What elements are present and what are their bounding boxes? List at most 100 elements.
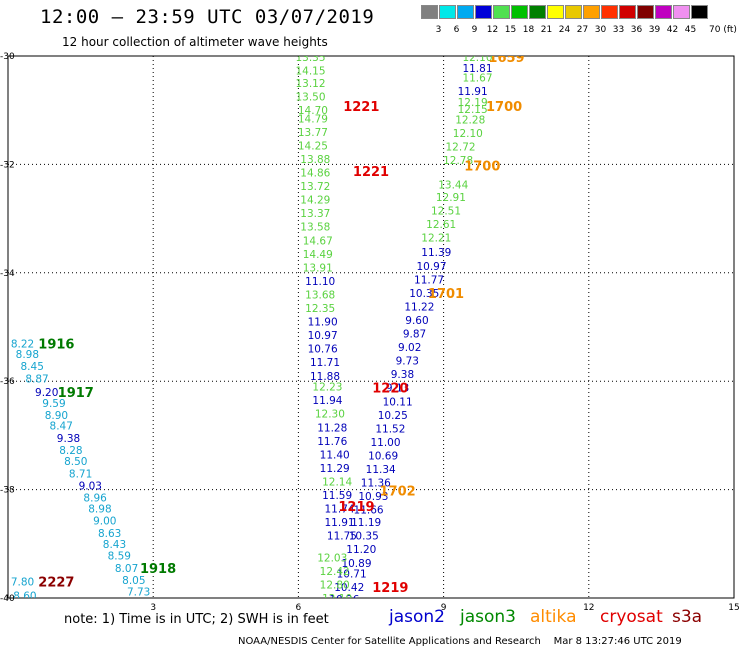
- wave-height-label: 10.71: [337, 569, 367, 581]
- pass-time-label: 1219: [372, 581, 408, 596]
- wave-height-label: 12.35: [305, 303, 335, 315]
- wave-height-label: 11.76: [317, 436, 347, 448]
- wave-height-label: 12.78: [443, 155, 473, 167]
- wave-height-label: 11.91: [458, 86, 488, 98]
- color-scale-swatch: [475, 5, 492, 19]
- color-scale-label: 45: [684, 25, 697, 35]
- wave-height-label: 8.98: [16, 349, 39, 361]
- wave-height-label: 11.00: [370, 437, 400, 449]
- wave-height-label: 14.67: [303, 235, 333, 247]
- wave-height-label: 11.36: [361, 478, 391, 490]
- wave-height-label: 10.35: [349, 531, 379, 543]
- wave-height-label: 10.97: [308, 330, 338, 342]
- pass-time-label: 2227: [38, 576, 74, 591]
- y-tick-label: -34: [0, 269, 15, 279]
- chart-title: 12:00 – 23:59 UTC 03/07/2019: [40, 6, 375, 28]
- data-labels: 12.1011.8111.6711.9112.1912.1512.2812.10…: [11, 52, 525, 650]
- wave-height-label: 12.19: [458, 97, 488, 109]
- wave-height-label: 8.60: [13, 590, 36, 602]
- wave-height-label: 10.26: [329, 594, 359, 606]
- wave-height-label: 13.12: [295, 78, 325, 90]
- wave-height-label: 8.07: [115, 563, 138, 575]
- color-scale-label: 6: [453, 25, 460, 35]
- color-scale-swatch: [511, 5, 528, 19]
- color-scale-label: 27: [576, 25, 589, 35]
- wave-height-label: 14.29: [300, 195, 330, 207]
- wave-height-label: 8.59: [108, 551, 131, 563]
- wave-height-label: 9.20: [35, 387, 58, 399]
- wave-height-label: 11.29: [320, 463, 350, 475]
- wave-height-label: 8.45: [21, 361, 44, 373]
- y-tick-label: -40: [0, 594, 15, 604]
- wave-height-label: 12.80: [320, 579, 350, 591]
- wave-height-label: 8.28: [59, 445, 82, 457]
- x-tick-label: 12: [583, 603, 594, 613]
- wave-height-label: 7.73: [127, 586, 150, 598]
- pass-time-label: 1702: [380, 485, 416, 500]
- x-tick-label: 3: [150, 603, 156, 613]
- wave-height-label: 9.13: [386, 383, 409, 395]
- wave-height-label: 11.28: [317, 422, 347, 434]
- color-scale-label: 36: [630, 25, 643, 35]
- wave-height-label: 13.35: [295, 52, 325, 64]
- color-scale-label: 39: [648, 25, 661, 35]
- chart-subtitle: 12 hour collection of altimeter wave hei…: [62, 35, 328, 49]
- wave-height-label: 12.10: [322, 593, 352, 605]
- wave-height-label: 13.88: [300, 154, 330, 166]
- color-scale-swatch: [493, 5, 510, 19]
- pass-time-label: 1221: [343, 100, 379, 115]
- wave-height-label: 10.42: [334, 582, 364, 594]
- wave-height-label: 10.09: [327, 607, 357, 619]
- wave-height-label: 12.14: [322, 476, 352, 488]
- pass-time-label: 1700: [464, 159, 500, 174]
- wave-height-label: 12.10: [462, 52, 492, 64]
- footer-credit: NOAA/NESDIS Center for Satellite Applica…: [238, 636, 682, 647]
- color-scale-label: 33: [612, 25, 625, 35]
- pass-time-label: 1701: [428, 287, 464, 302]
- color-scale-swatch: [673, 5, 690, 19]
- wave-height-label: 11.91: [325, 517, 355, 529]
- color-scale-label: 9: [471, 25, 478, 35]
- wave-height-label: 10.93: [358, 491, 388, 503]
- wave-height-label: 9.38: [391, 369, 414, 381]
- color-scale-swatch: [421, 5, 438, 19]
- color-scale-swatch: [583, 5, 600, 19]
- x-tick-label: 9: [441, 603, 447, 613]
- wave-height-label: 9.00: [93, 515, 116, 527]
- wave-height-label: 13.37: [300, 208, 330, 220]
- wave-height-label: 7.48: [16, 605, 39, 617]
- wave-height-label: 7.36: [21, 635, 45, 647]
- color-scale-swatch: [601, 5, 618, 19]
- wave-height-label: 7.53: [18, 620, 41, 632]
- pass-time-label: 1918: [140, 562, 176, 577]
- color-scale-swatch: [619, 5, 636, 19]
- color-scale-swatch: [655, 5, 672, 19]
- satellite-legend-cryosat: cryosat: [600, 607, 663, 627]
- wave-height-label: 9.59: [42, 398, 65, 410]
- wave-height-label: 8.71: [69, 468, 92, 480]
- wave-height-label: 11.66: [354, 505, 384, 517]
- wave-height-label: 10.89: [341, 558, 371, 570]
- wave-height-label: 13.50: [295, 92, 325, 104]
- color-scale-swatch: [565, 5, 582, 19]
- wave-height-label: 9.02: [398, 342, 421, 354]
- satellite-legend-altika: altika: [530, 607, 577, 627]
- wave-height-label: 8.47: [50, 421, 73, 433]
- plot-frame: [7, 55, 735, 599]
- wave-height-label: 10.97: [416, 261, 446, 273]
- wave-height-label: 8.35: [158, 644, 181, 650]
- wave-height-label: 11.90: [308, 317, 338, 329]
- wave-height-label: 7.80: [11, 577, 34, 589]
- wave-height-label: 12.23: [312, 382, 342, 394]
- pass-time-label: 1916: [38, 337, 74, 352]
- wave-height-label: 10.25: [378, 410, 408, 422]
- wave-height-label: 8.87: [25, 373, 48, 385]
- wave-height-label: 11.75: [327, 531, 357, 543]
- y-tick-label: -38: [0, 486, 15, 496]
- wave-height-label: 9.87: [403, 329, 426, 341]
- color-scale-label: 3: [435, 25, 442, 35]
- wave-height-label: 9.60: [405, 315, 428, 327]
- footer-agency: NOAA/NESDIS Center for Satellite Applica…: [238, 636, 541, 647]
- y-tick-label: -30: [0, 52, 15, 62]
